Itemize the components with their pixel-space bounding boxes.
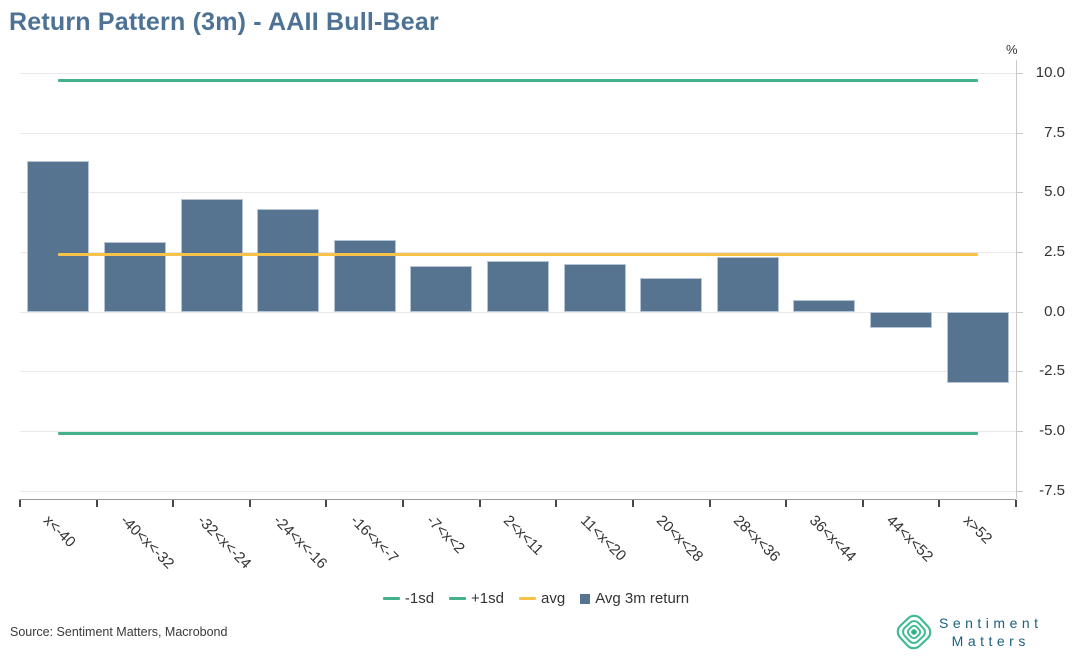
source-note: Source: Sentiment Matters, Macrobond: [10, 625, 228, 639]
x-tick-label: -24<x<-16: [270, 512, 331, 573]
x-axis-tick: [785, 500, 788, 507]
y-tick-label: 5.0: [1044, 183, 1065, 201]
logo-text: Sentiment Matters: [939, 614, 1043, 650]
x-tick-label: -32<x<-24: [193, 512, 254, 573]
legend-item-avg: avg: [519, 590, 565, 607]
bar-44<x<52: [870, 311, 933, 329]
y-tick-label: -7.5: [1039, 481, 1065, 499]
x-axis-tick: [1015, 500, 1017, 507]
x-tick-label: 28<x<36: [729, 512, 784, 566]
y-tick-label: 0.0: [1044, 302, 1065, 320]
y-axis-tick: [1016, 73, 1023, 74]
bar--24<x<-16: [257, 208, 320, 312]
y-axis-unit-label: %: [1006, 42, 1018, 57]
legend-swatch: [449, 597, 467, 600]
x-axis-tick: [325, 500, 328, 507]
x-axis-tick: [938, 500, 941, 507]
legend-item--1sd: +1sd: [449, 590, 504, 607]
x-tick-label: 20<x<28: [653, 512, 707, 566]
x-tick-label: 44<x<52: [883, 512, 937, 566]
x-axis-line: [19, 499, 1016, 500]
gridline: [20, 490, 1016, 492]
reference-line--1sd: [58, 431, 978, 435]
bar-x<-40: [27, 161, 90, 312]
x-tick-label: -40<x<-32: [116, 512, 178, 573]
legend-label: Avg 3m return: [595, 590, 690, 607]
brand-logo: Sentiment Matters: [896, 613, 1043, 651]
y-tick-label: 2.5: [1044, 242, 1065, 260]
x-axis-tick: [248, 500, 251, 507]
y-tick-label: -5.0: [1039, 421, 1065, 439]
x-axis-tick: [402, 500, 405, 507]
gridline: [20, 132, 1016, 134]
logo-text-line1: Sentiment: [939, 615, 1043, 631]
legend-item--1sd: -1sd: [382, 590, 435, 607]
bar-2<x<11: [487, 261, 549, 312]
y-tick-label: -2.5: [1039, 362, 1065, 380]
gridline: [20, 371, 1016, 373]
x-tick-label: 2<x<11: [499, 512, 547, 559]
bar-28<x<36: [716, 256, 779, 312]
y-axis-tick: [1016, 311, 1023, 313]
legend: -1sd +1sd avg Avg 3m return: [0, 590, 1072, 607]
bar--16<x<-7: [333, 240, 396, 312]
x-axis-tick: [708, 500, 711, 507]
bar-11<x<20: [563, 263, 626, 312]
x-tick-label: x>52: [959, 512, 995, 548]
bar-x>52: [946, 311, 1009, 384]
reference-line-avg: [58, 252, 978, 256]
legend-label: +1sd: [471, 590, 504, 607]
x-axis-tick: [478, 500, 481, 507]
x-tick-label: 11<x<20: [576, 512, 630, 565]
x-tick-label: 36<x<44: [806, 512, 860, 566]
bar-36<x<44: [793, 299, 856, 312]
y-axis-tick: [1016, 192, 1023, 194]
reference-line-+1sd: [58, 78, 978, 82]
legend-swatch: [519, 597, 536, 600]
y-axis-tick: [1016, 371, 1023, 373]
y-tick-label: 7.5: [1044, 123, 1065, 141]
y-axis-tick: [1016, 430, 1023, 432]
x-axis-tick: [172, 500, 175, 507]
legend-label: avg: [541, 590, 566, 607]
x-axis-tick: [19, 500, 21, 507]
chart-title: Return Pattern (3m) - AAII Bull-Bear: [9, 8, 439, 36]
x-tick-label: -16<x<-7: [346, 512, 402, 567]
gridline: [20, 430, 1016, 432]
legend-item-avg-3m-return: Avg 3m return: [580, 590, 689, 607]
logo-diamond-icon: [896, 614, 932, 650]
x-axis-tick: [631, 500, 634, 507]
x-axis-tick: [95, 500, 98, 507]
bar-20<x<28: [640, 278, 703, 312]
gridline: [20, 251, 1016, 253]
bar--7<x<2: [410, 266, 473, 312]
gridline: [20, 73, 1016, 74]
gridline: [20, 192, 1016, 194]
x-axis-tick: [555, 500, 558, 507]
y-axis-line: [1016, 60, 1017, 499]
x-tick-label: -7<x<2: [423, 512, 469, 558]
y-tick-label: 10.0: [1035, 64, 1065, 81]
y-axis-tick: [1016, 132, 1023, 134]
legend-swatch: [580, 593, 591, 604]
x-tick-label: x<-40: [40, 512, 80, 551]
gridline: [20, 311, 1016, 313]
y-axis-tick: [1016, 490, 1023, 492]
x-axis-tick: [861, 500, 864, 507]
y-axis-tick: [1016, 251, 1023, 253]
legend-swatch: [382, 597, 400, 600]
logo-text-line2: Matters: [951, 633, 1030, 649]
legend-label: -1sd: [404, 590, 435, 607]
